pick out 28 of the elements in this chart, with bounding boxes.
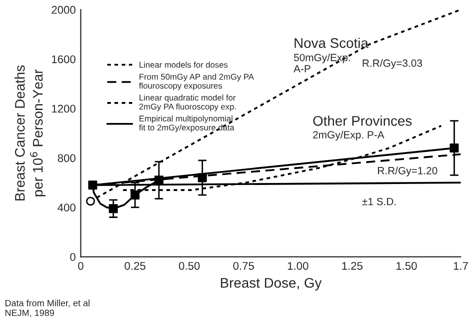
y-tick-label: 2000	[52, 6, 76, 14]
legend-label: Empirical multipolynomial fit to 2mGy/exposure data	[139, 115, 234, 132]
x-axis-title: Breast Dose, Gy	[220, 278, 322, 291]
x-tick-label: 1.25	[342, 262, 363, 270]
y-axis-title: Breast Cancer Deaths per 10$^{6}$ Person-Year	[14, 65, 46, 200]
legend-label: Linear models for doses	[140, 62, 228, 68]
y-tick-label: 400	[58, 204, 76, 212]
y-tick-label: 1600	[52, 55, 76, 64]
annotation: R.R/Gy=1.20	[378, 166, 438, 176]
x-tick-label: 1.50	[396, 262, 417, 270]
x-tick-label: 0.25	[124, 262, 146, 270]
y-tick-label: 800	[58, 154, 76, 162]
x-tick-label: 0.75	[233, 262, 254, 270]
annotation: 2mGy/Exp. P-A	[313, 130, 384, 141]
y-tick-label: 1200	[52, 104, 76, 113]
x-tick-label: 0	[78, 262, 84, 270]
legend-label: Linear quadratic model for 2mGy PA fluoroscopy exp.	[139, 94, 236, 112]
x-tick-label: 1.00	[288, 262, 308, 270]
annotation: 50mGy/Exp. A-P	[294, 54, 350, 72]
x-tick-label: 0.50	[178, 262, 200, 270]
annotation: R.R/Gy=3.03	[362, 59, 422, 69]
text: Data from Miller, et al NEJM, 1989	[5, 300, 90, 318]
annotation: Other Provinces	[313, 116, 412, 126]
legend-label: From 50mGy AP and 2mGy PA flouroscopy exposures	[139, 74, 254, 90]
y-tick-label: 0	[70, 253, 76, 261]
annotation: Nova Scotia	[294, 38, 368, 48]
x-tick-label: 1.7	[454, 262, 468, 270]
annotation: ±1 S.D.	[362, 198, 396, 206]
